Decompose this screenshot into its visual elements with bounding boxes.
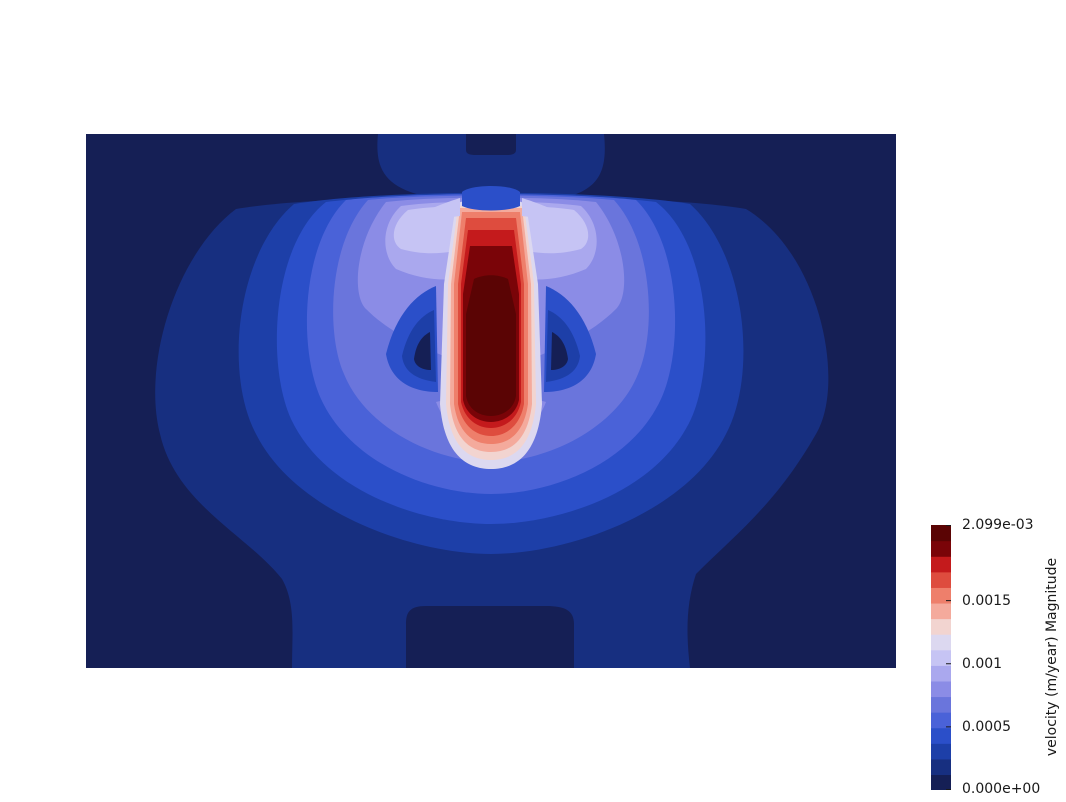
colorbar-tick-label-0: 0.0015 (962, 593, 1011, 609)
colorbar-band (931, 602, 951, 620)
contour-lobe-right-core (551, 332, 568, 370)
colorbar-min-label: 0.000e+00 (962, 781, 1041, 797)
colorbar-gradient (931, 525, 951, 790)
colorbar-band (931, 649, 951, 666)
colorbar-title: velocity (m/year) Magnitude (1044, 557, 1060, 757)
colorbar-band (931, 680, 951, 698)
colorbar-max-label: 2.099e-03 (962, 517, 1034, 533)
colorbar-band (931, 727, 951, 744)
colorbar-band (931, 743, 951, 760)
contour-band-7 (385, 201, 597, 452)
colorbar-band (931, 758, 951, 776)
colorbar-tick-label-1: 0.001 (962, 656, 1003, 672)
contour-lip-left (431, 198, 460, 217)
colorbar-band (931, 712, 951, 729)
colorbar-band (931, 556, 951, 573)
contour-lip-right (522, 198, 551, 217)
colorbar-band (931, 618, 951, 635)
colorbar-band (931, 665, 951, 682)
contour-notch-top (466, 134, 516, 155)
colorbar-band (931, 634, 951, 651)
colorbar-tick-label-2: 0.0005 (962, 719, 1011, 735)
colorbar-band (931, 571, 951, 588)
colorbar-band (931, 540, 951, 557)
colorbar-band (931, 587, 951, 604)
contour-lobe-left-core (414, 332, 431, 370)
colorbar (931, 525, 951, 790)
colorbar-band (931, 774, 951, 790)
contour-plume-tip (462, 186, 520, 211)
contour-plume-16 (466, 275, 516, 416)
velocity-magnitude-contour-plot (86, 134, 896, 668)
colorbar-band (931, 525, 951, 542)
colorbar-band (931, 696, 951, 713)
